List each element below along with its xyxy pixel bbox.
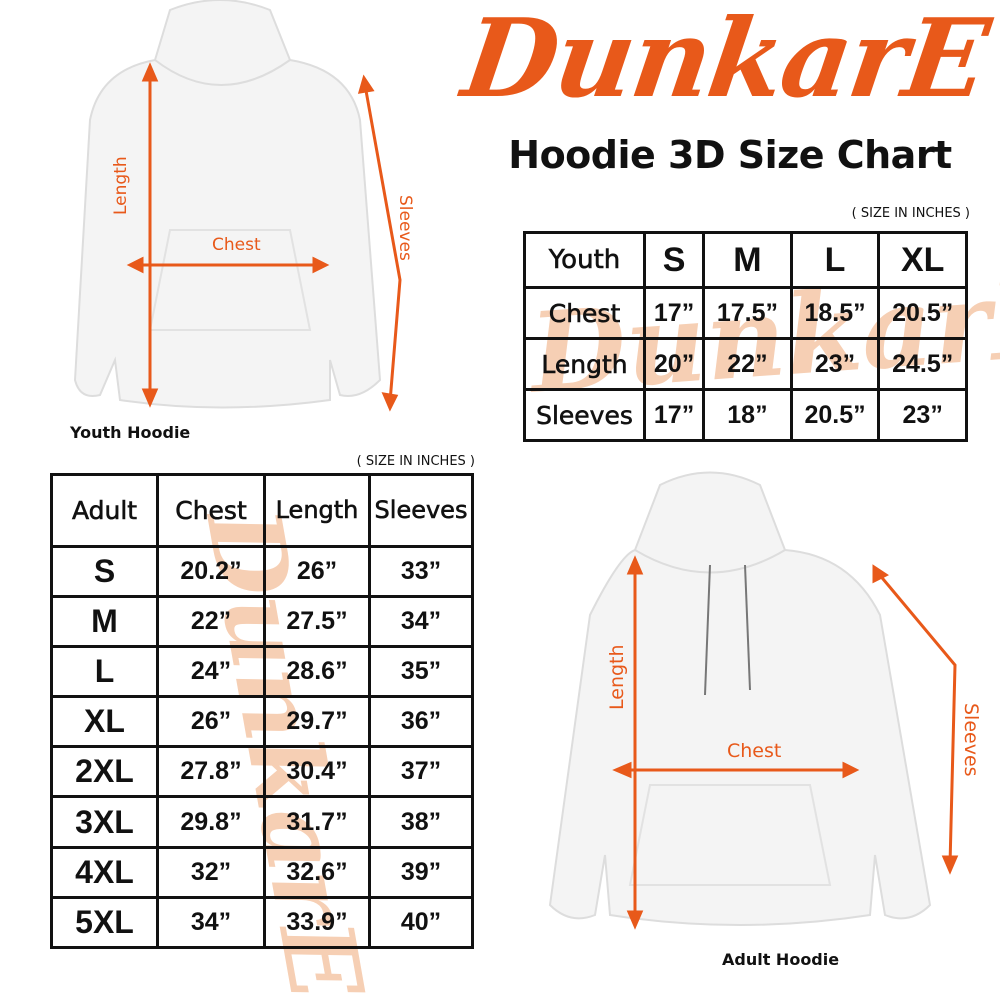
size-label: 5XL xyxy=(50,895,159,950)
table-cell: 23” xyxy=(877,388,968,442)
youth-hoodie-illustration: Length Chest Sleeves xyxy=(73,0,415,412)
table-cell: 31.7” xyxy=(263,795,371,849)
size-label: XL xyxy=(50,695,159,749)
table-cell: 27.8” xyxy=(156,745,266,799)
adult-size-table: Adult Chest Length Sleeves S 20.2” 26” 33” M… xyxy=(50,473,474,950)
adult-hoodie-illustration: Length Chest Sleeves xyxy=(548,471,982,930)
adult-chest-arrow xyxy=(612,761,860,779)
table-row: XL 26” 29.7” 36” xyxy=(50,695,474,749)
table-row: 3XL 29.8” 31.7” 38” xyxy=(50,795,474,849)
table-cell: 40” xyxy=(368,895,474,950)
table-cell: 17” xyxy=(642,388,706,442)
table-cell: 33” xyxy=(368,544,474,598)
table-cell: 29.8” xyxy=(156,795,266,849)
size-header: L xyxy=(789,231,881,289)
table-row: 2XL 27.8” 30.4” 37” xyxy=(50,745,474,799)
table-cell: 24.5” xyxy=(877,337,968,391)
table-cell: 32.6” xyxy=(263,845,371,899)
adult-sleeves-label: Sleeves xyxy=(960,703,982,777)
table-cell: 34” xyxy=(368,594,474,648)
row-label: Chest xyxy=(523,286,646,340)
table-cell: 17.5” xyxy=(702,286,793,340)
table-cell: 36” xyxy=(368,695,474,749)
table-cell: 34” xyxy=(156,895,266,950)
table-cell: 23” xyxy=(789,337,881,391)
table-cell: 30.4” xyxy=(263,745,371,799)
youth-hoodie-caption: Youth Hoodie xyxy=(70,423,191,442)
size-header: S xyxy=(642,231,706,289)
table-cell: 17” xyxy=(642,286,706,340)
table-cell: 20.5” xyxy=(877,286,968,340)
table-cell: 32” xyxy=(156,845,266,899)
adult-length-arrow xyxy=(626,555,644,930)
table-row: S 20.2” 26” 33” xyxy=(50,544,474,598)
table-cell: 20.2” xyxy=(156,544,266,598)
youth-sleeve-arrow xyxy=(357,74,402,412)
table-row: M 22” 27.5” 34” xyxy=(50,594,474,648)
adult-length-label: Length xyxy=(606,644,628,710)
table-cell: 18.5” xyxy=(789,286,881,340)
table-row: Sleeves 17” 18” 20.5” 23” xyxy=(523,388,968,442)
table-row: 5XL 34” 33.9” 40” xyxy=(50,895,474,950)
adult-hoodie-caption: Adult Hoodie xyxy=(722,950,840,969)
brand-logo: DunkarE xyxy=(455,0,995,122)
table-cell: 39” xyxy=(368,845,474,899)
table-cell: 26” xyxy=(156,695,266,749)
table-cell: 28.6” xyxy=(263,644,371,699)
column-header: Chest xyxy=(156,473,266,548)
table-cell: 33.9” xyxy=(263,895,371,950)
youth-length-label: Length xyxy=(111,156,131,215)
table-cell: 29.7” xyxy=(263,695,371,749)
table-cell: 20.5” xyxy=(789,388,881,442)
table-cell: 20” xyxy=(642,337,706,391)
size-label: S xyxy=(50,544,159,598)
youth-chest-label: Chest xyxy=(212,235,261,255)
table-row: L 24” 28.6” 35” xyxy=(50,644,474,699)
size-header: M xyxy=(702,231,793,289)
adult-unit-note: ( SIZE IN INCHES ) xyxy=(356,454,475,469)
youth-length-arrow xyxy=(141,62,159,408)
table-cell: 22” xyxy=(156,594,266,648)
page-title: Hoodie 3D Size Chart xyxy=(508,133,952,177)
row-label: Length xyxy=(523,337,646,391)
table-cell: 27.5” xyxy=(263,594,371,648)
youth-chest-arrow xyxy=(126,256,330,274)
table-cell: 35” xyxy=(368,644,474,699)
size-label: 4XL xyxy=(50,845,159,899)
size-header: XL xyxy=(877,231,968,289)
size-label: L xyxy=(50,644,159,699)
table-header-row: Adult Chest Length Sleeves xyxy=(50,473,474,548)
row-label: Sleeves xyxy=(523,388,646,442)
table-row: 4XL 32” 32.6” 39” xyxy=(50,845,474,899)
size-label: M xyxy=(50,594,159,648)
youth-corner-header: Youth xyxy=(523,231,646,289)
size-label: 2XL xyxy=(50,745,159,799)
adult-chest-label: Chest xyxy=(727,740,781,762)
column-header: Length xyxy=(263,473,371,548)
table-cell: 26” xyxy=(263,544,371,598)
adult-sleeve-arrow xyxy=(872,564,959,875)
table-cell: 18” xyxy=(702,388,793,442)
table-cell: 22” xyxy=(702,337,793,391)
table-cell: 38” xyxy=(368,795,474,849)
size-label: 3XL xyxy=(50,795,159,849)
youth-sleeves-label: Sleeves xyxy=(395,195,415,261)
column-header: Sleeves xyxy=(368,473,474,548)
table-cell: 24” xyxy=(156,644,266,699)
youth-size-table: Youth S M L XL Chest 17” 17.5” 18.5” 20.… xyxy=(523,231,968,442)
column-header: Adult xyxy=(50,473,159,548)
table-row: Chest 17” 17.5” 18.5” 20.5” xyxy=(523,286,968,340)
table-cell: 37” xyxy=(368,745,474,799)
youth-unit-note: ( SIZE IN INCHES ) xyxy=(851,206,970,221)
table-row: Length 20” 22” 23” 24.5” xyxy=(523,337,968,391)
